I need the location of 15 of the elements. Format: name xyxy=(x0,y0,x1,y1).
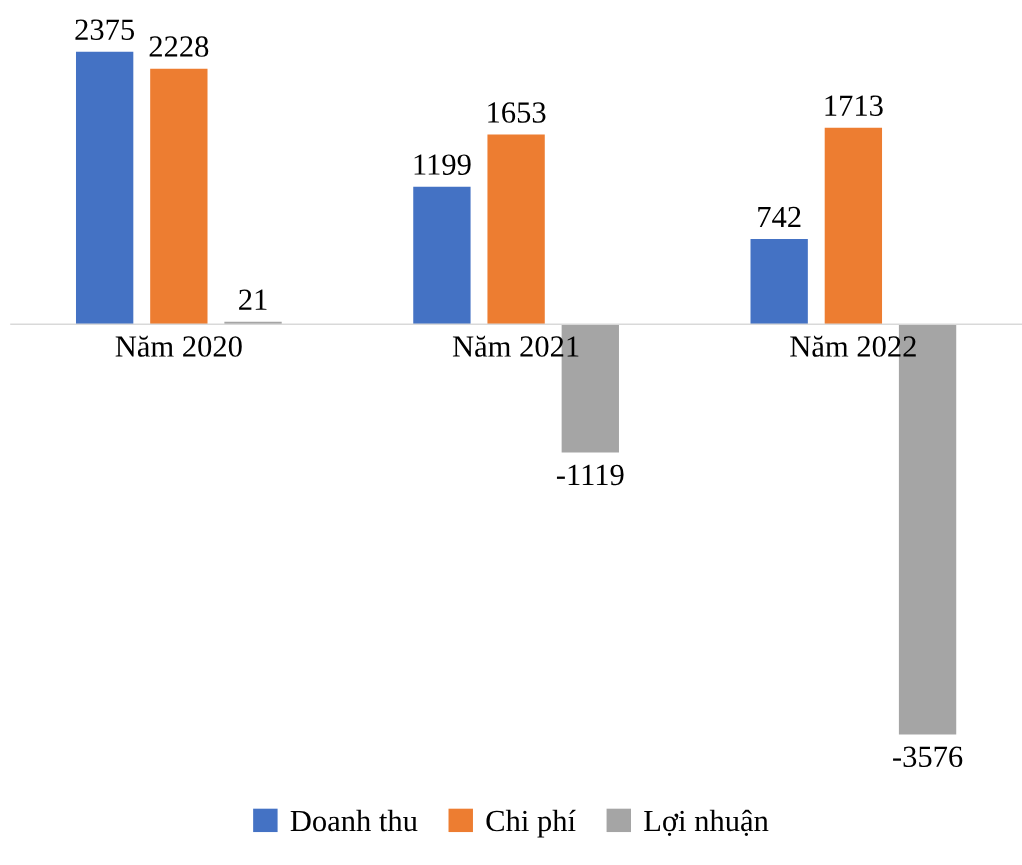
data-label: -1119 xyxy=(556,464,624,486)
data-label: 2228 xyxy=(149,36,209,57)
data-label: -3576 xyxy=(893,746,963,768)
data-label: 1713 xyxy=(825,95,883,116)
data-label: 1653 xyxy=(488,102,546,123)
data-label: 21 xyxy=(239,289,267,310)
x-tick-label: Năm 2021 xyxy=(452,335,579,357)
legend-label: Lợi nhuận xyxy=(644,809,769,837)
legend-label: Chi phí xyxy=(486,809,576,838)
x-tick-label: Năm 2020 xyxy=(115,335,242,357)
x-tick-label: Năm 2022 xyxy=(790,335,916,357)
data-label: 2375 xyxy=(75,19,135,41)
data-label: 1199 xyxy=(414,154,471,175)
data-label: 742 xyxy=(758,206,801,228)
legend-label: Doanh thu xyxy=(290,809,418,832)
